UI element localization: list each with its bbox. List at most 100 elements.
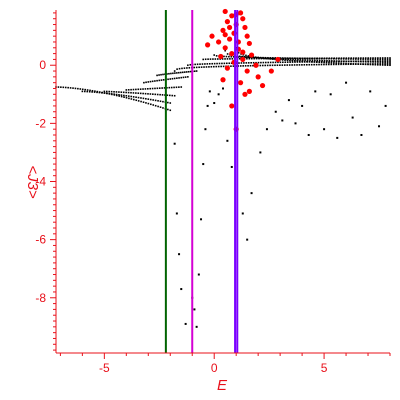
branch-11-point (362, 63, 364, 66)
branch-7-point (277, 61, 279, 64)
branch-0-point (133, 98, 135, 101)
branch-1-point (105, 92, 108, 95)
branch-10-point (301, 59, 304, 61)
branch-9-point (215, 55, 218, 57)
branch-1-point (101, 92, 103, 94)
branch-5-point (156, 74, 158, 77)
branch-9-point (335, 58, 338, 60)
black-point (193, 308, 196, 311)
branch-11-point (274, 58, 277, 61)
branch-9-point (364, 58, 367, 60)
branch-9-point (286, 57, 289, 59)
branch-6-point (232, 65, 235, 67)
branch-8-point (238, 57, 241, 60)
red-point (209, 33, 215, 39)
branch-8-point (216, 58, 219, 60)
branch-9-point (389, 58, 391, 61)
branch-1-point (123, 94, 125, 97)
branch-4-point (145, 81, 147, 84)
black-point (345, 81, 348, 84)
branch-10-point (316, 59, 319, 62)
black-point (351, 116, 354, 119)
branch-9-point (230, 55, 233, 58)
branch-9-point (333, 57, 335, 60)
branch-11-point (303, 60, 306, 63)
branch-9-point (342, 58, 345, 60)
branch-4-point (173, 77, 176, 80)
branch-7-point (267, 61, 270, 64)
branch-11-point (359, 63, 362, 65)
branch-9-point (301, 57, 303, 60)
branch-5-point (189, 70, 192, 73)
branch-11-point (237, 52, 240, 54)
branch-1-point (113, 93, 115, 95)
branch-6-point (222, 65, 225, 68)
branch-8-point (386, 57, 389, 59)
branch-1-point (135, 96, 137, 99)
branch-7-point (243, 62, 245, 64)
branch-6-point (193, 66, 196, 69)
branch-9-point (318, 57, 320, 60)
branch-10-point (272, 57, 275, 60)
branch-6-point (291, 64, 293, 66)
black-point (314, 90, 317, 93)
branch-7-point (386, 60, 389, 62)
branch-1-point (142, 97, 145, 100)
branch-9-point (240, 56, 242, 58)
branch-6-point (215, 65, 218, 68)
red-point (242, 24, 248, 31)
branch-10-point (260, 57, 263, 59)
branch-7-point (325, 60, 328, 63)
branch-11-point (384, 64, 386, 66)
red-point (259, 82, 266, 89)
black-point (226, 139, 229, 142)
branch-6-point (261, 64, 264, 67)
branch-7-point (379, 60, 382, 62)
branch-4-point (158, 79, 161, 82)
branch-6-point (244, 65, 247, 67)
branch-7-point (260, 61, 262, 64)
branch-7-point (211, 62, 213, 65)
branch-11-point (247, 55, 250, 57)
branch-8-point (224, 58, 226, 60)
branch-7-point (226, 62, 228, 65)
branch-10-point (304, 59, 306, 61)
branch-7-point (201, 63, 204, 65)
branch-10-point (224, 49, 226, 52)
branch-8-point (214, 58, 217, 60)
red-point (220, 27, 226, 33)
branch-3-point (144, 88, 147, 90)
branch-6-point (247, 64, 249, 67)
branch-8-point (374, 57, 377, 59)
branch-8-point (379, 57, 382, 59)
branch-1-point (154, 99, 157, 102)
black-point (259, 151, 262, 154)
branch-7-point (374, 60, 377, 62)
branch-2-point (142, 92, 144, 95)
branch-10-point (331, 60, 333, 62)
branch-2-point (110, 90, 113, 93)
branch-7-point (196, 63, 199, 66)
branch-8-point (207, 58, 209, 60)
branch-8-point (389, 57, 391, 59)
branch-6-point (384, 63, 386, 65)
branch-1-point (118, 94, 120, 96)
y-tick-label: -2 (35, 116, 46, 130)
branch-3-point (139, 88, 142, 90)
branch-3-point (178, 86, 180, 88)
branch-6-point (308, 63, 311, 66)
branch-6-point (389, 62, 391, 65)
branch-11-point (289, 59, 291, 62)
branch-4-point (151, 80, 154, 83)
branch-6-point (303, 64, 306, 66)
black-point (175, 212, 178, 215)
branch-6-point (220, 65, 222, 68)
branch-2-point (147, 93, 149, 95)
branch-11-point (235, 46, 237, 49)
branch-11-point (333, 62, 335, 64)
branch-11-point (364, 63, 367, 66)
branch-9-point (284, 57, 286, 59)
branch-10-point (364, 60, 367, 63)
branch-11-point (376, 64, 379, 66)
